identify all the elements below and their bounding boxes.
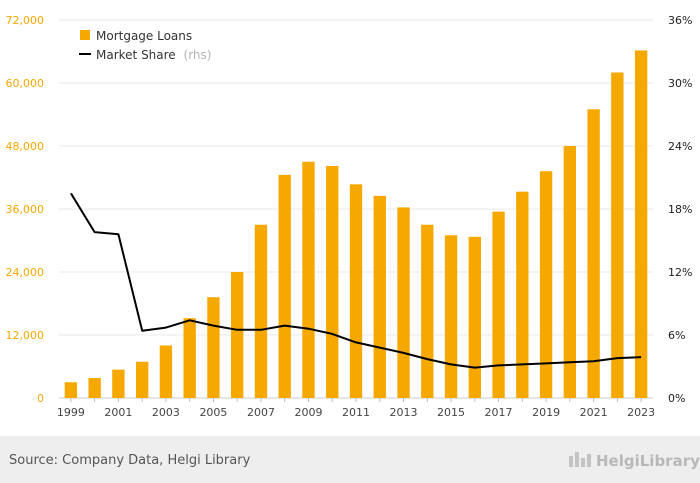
right-tick-label: 36%	[668, 14, 692, 27]
right-tick-label: 30%	[668, 77, 692, 90]
bar-2013	[397, 207, 410, 398]
x-tick-label: 2013	[390, 406, 418, 419]
bar-2002	[135, 361, 149, 398]
bar-2023	[634, 50, 648, 398]
bar-2012	[373, 195, 386, 398]
legend-label-market-share-note: (rhs)	[184, 48, 212, 62]
left-tick-label: 0	[37, 392, 44, 405]
mortgage-loans-bars	[64, 50, 648, 398]
left-tick-label: 24,000	[6, 266, 45, 279]
legend-label-market-share: Market Share (rhs)	[96, 48, 211, 62]
x-tick-label: 1999	[57, 406, 85, 419]
source-text: Source: Company Data, Helgi Library	[9, 453, 251, 468]
x-axis-ticks: 1999 2001 2003 2005 2007 2009 2011 2013 2015 2017…	[57, 398, 655, 419]
x-tick-label: 2015	[437, 406, 465, 419]
bar-2007	[254, 224, 268, 398]
right-tick-label: 18%	[668, 203, 692, 216]
legend-label-market-share-name: Market Share	[96, 48, 176, 62]
footer: Source: Company Data, Helgi Library Helg…	[0, 436, 700, 483]
bar-2019	[539, 171, 553, 398]
right-axis-ticks: 0% 6% 12% 18% 24% 30% 36%	[668, 14, 692, 405]
legend: Mortgage Loans Market Share (rhs)	[79, 29, 211, 62]
left-tick-label: 60,000	[6, 77, 45, 90]
left-tick-label: 36,000	[6, 203, 45, 216]
left-tick-label: 48,000	[6, 140, 45, 153]
x-tick-label: 2021	[580, 406, 608, 419]
bar-2020	[563, 146, 577, 398]
bar-2014	[421, 224, 434, 398]
x-tick-label: 2003	[152, 406, 180, 419]
left-tick-label: 72,000	[6, 14, 45, 27]
bar-2003	[159, 345, 173, 398]
bar-2015	[444, 235, 458, 398]
market-share-line-layer	[70, 192, 642, 369]
x-tick-label: 2001	[104, 406, 132, 419]
bar-2008	[278, 174, 291, 398]
left-tick-label: 12,000	[6, 329, 45, 342]
bar-2006	[231, 272, 244, 398]
right-tick-label: 6%	[668, 329, 685, 342]
bar-2000	[88, 378, 101, 398]
bar-2018	[516, 191, 529, 398]
bar-2010	[326, 165, 339, 398]
bar-2017	[492, 211, 505, 398]
bar-2016	[468, 236, 481, 398]
x-tick-label: 2017	[485, 406, 513, 419]
legend-label-mortgage-loans: Mortgage Loans	[96, 29, 192, 43]
bar-2009	[302, 161, 315, 398]
helgi-library-logo: HelgiLibrary	[569, 452, 700, 470]
bar-2004	[183, 318, 196, 398]
x-tick-label: 2007	[247, 406, 275, 419]
market-share-line	[70, 192, 642, 369]
bar-2011	[349, 184, 363, 398]
right-tick-label: 24%	[668, 140, 692, 153]
bar-2022	[611, 72, 624, 398]
brand-text: HelgiLibrary	[596, 452, 700, 470]
x-tick-label: 2019	[532, 406, 560, 419]
bar-2021	[587, 109, 600, 398]
right-tick-label: 0%	[668, 392, 685, 405]
x-tick-label: 2011	[342, 406, 370, 419]
bar-2001	[112, 369, 125, 398]
bar-1999	[64, 382, 78, 398]
x-tick-label: 2005	[199, 406, 227, 419]
x-tick-label: 2023	[627, 406, 655, 419]
right-tick-label: 12%	[668, 266, 692, 279]
bar-2005	[207, 297, 220, 398]
left-axis-ticks: 0 12,000 24,000 36,000 48,000 60,000 72,000	[6, 14, 45, 405]
legend-swatch-mortgage-loans	[80, 30, 90, 40]
x-tick-label: 2009	[294, 406, 322, 419]
